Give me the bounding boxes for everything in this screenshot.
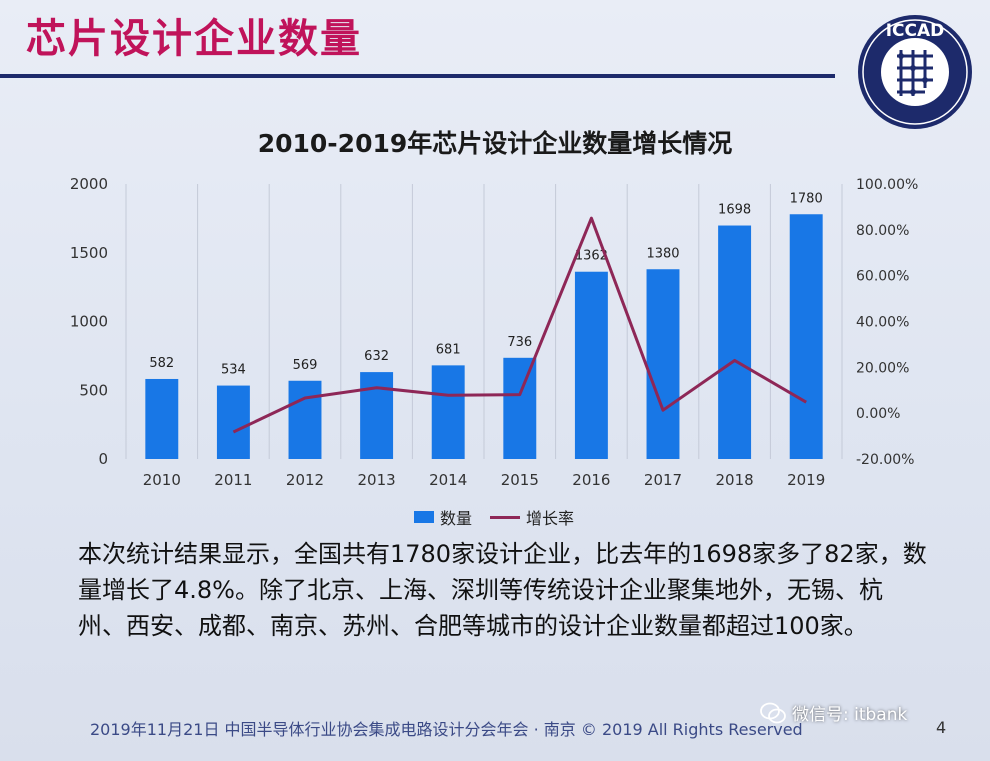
x-tick-label: 2015: [501, 471, 539, 489]
y-right-tick-label: -20.00%: [856, 452, 914, 468]
watermark: 微信号: itbank: [760, 700, 907, 725]
x-tick-label: 2019: [787, 471, 825, 489]
x-tick-label: 2012: [286, 471, 324, 489]
y-right-tick-label: 60.00%: [856, 269, 909, 285]
slide-title: 芯片设计企业数量: [26, 16, 362, 62]
bar-data-label: 736: [507, 335, 532, 350]
wechat-icon: [760, 702, 786, 723]
legend-label-count: 数量: [440, 509, 473, 528]
bar: [574, 271, 608, 459]
bar-data-label: 569: [293, 358, 318, 373]
bar: [431, 365, 465, 459]
y-right-tick-label: 80.00%: [856, 223, 909, 239]
logo-wordmark: ICCAD: [886, 21, 945, 41]
bar: [145, 378, 179, 459]
bar-data-label: 1698: [718, 203, 751, 218]
bar: [360, 372, 394, 459]
y-left-tick-label: 0: [98, 450, 108, 468]
y-right-tick-label: 100.00%: [856, 177, 918, 193]
legend-line-swatch: [490, 515, 521, 519]
x-tick-label: 2018: [716, 471, 754, 489]
y-right-tick-label: 40.00%: [856, 315, 909, 331]
x-tick-label: 2017: [644, 471, 682, 489]
y-left-tick-label: 1500: [70, 244, 108, 262]
x-tick-label: 2014: [429, 471, 467, 489]
watermark-text: 微信号: itbank: [792, 705, 908, 725]
chart-title: 2010-2019年芯片设计企业数量增长情况: [257, 129, 733, 158]
x-tick-label: 2011: [214, 471, 252, 489]
footer-text: 2019年11月21日 中国半导体行业协会集成电路设计分会年会 · 南京 © 2…: [90, 720, 803, 739]
y-right-tick-label: 20.00%: [856, 360, 909, 376]
legend-bar-swatch: [414, 511, 434, 523]
summary-paragraph: 本次统计结果显示，全国共有1780家设计企业，比去年的1698家多了82家，数量…: [78, 540, 927, 640]
bar-data-label: 534: [221, 363, 246, 378]
chart-canvas: 0 500 1000 1500 2000 -20.00% 0.00% 20.00% 40.00%…: [70, 175, 918, 489]
bar: [718, 225, 752, 459]
growth-rate-line: [232, 216, 807, 434]
bar-data-label: 1380: [646, 246, 679, 261]
bar: [789, 214, 823, 459]
bar-data-label: 1780: [790, 191, 823, 206]
iccad-logo: ICCAD: [858, 15, 972, 129]
bar: [646, 269, 680, 459]
bar: [288, 380, 322, 459]
title-divider: [0, 74, 835, 78]
page-number: 4: [936, 718, 947, 737]
x-tick-label: 2016: [572, 471, 610, 489]
bar-data-label: 632: [364, 349, 389, 364]
bar: [216, 385, 250, 459]
bar-data-label: 582: [149, 356, 174, 371]
legend-label-growth: 增长率: [526, 509, 575, 528]
y-left-tick-label: 2000: [70, 175, 108, 193]
bar-data-label: 681: [436, 342, 461, 357]
y-left-tick-label: 500: [79, 381, 108, 399]
y-right-tick-label: 0.00%: [856, 406, 900, 422]
x-tick-label: 2013: [358, 471, 396, 489]
bar-data-label: 1362: [575, 249, 608, 264]
x-tick-label: 2010: [143, 471, 181, 489]
bar: [503, 357, 537, 459]
y-left-tick-label: 1000: [70, 313, 108, 331]
chart-legend: 数量 增长率: [414, 505, 574, 529]
